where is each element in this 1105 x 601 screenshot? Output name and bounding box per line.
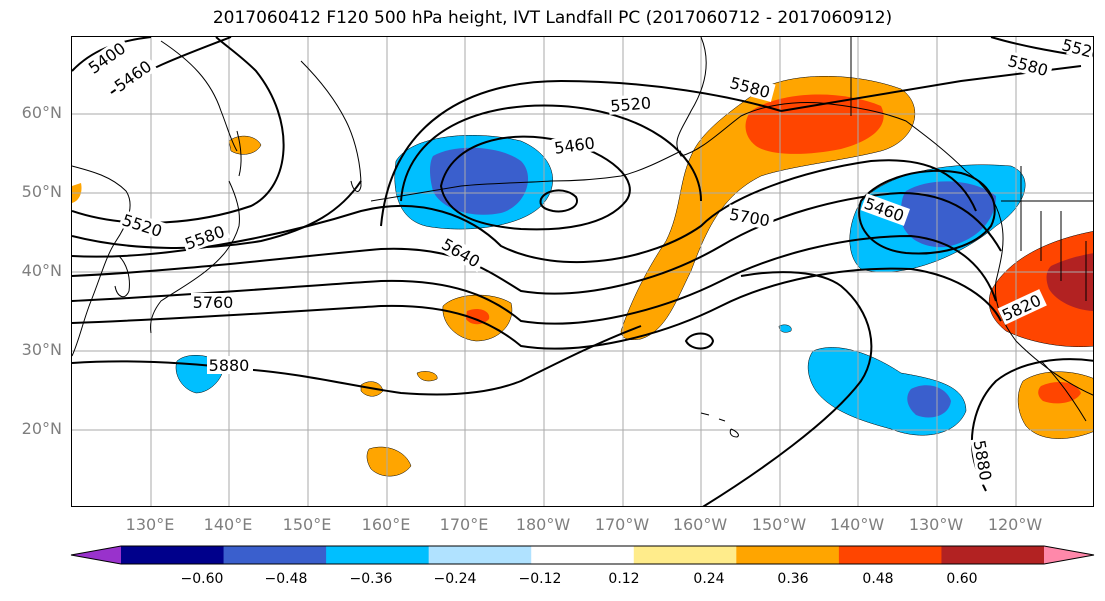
positive-ivt-region — [228, 135, 262, 155]
kamchatka-coast — [300, 60, 362, 192]
map-panel: 5400 5460 5520 5580 5520 5460 5640 5580 … — [71, 36, 1094, 507]
contour-5520-center — [400, 104, 702, 202]
colorbar-tick-label: 0.60 — [946, 571, 978, 587]
lat-label: 50°N — [21, 182, 62, 201]
map-title: 2017060412 F120 500 hPa height, IVT Land… — [212, 8, 893, 28]
contour-5820 — [72, 267, 1002, 350]
colorbar-tick-label: −0.60 — [180, 571, 224, 587]
contour-label: 5520 — [1060, 37, 1094, 64]
colorbar-tick-label: 0.48 — [862, 571, 894, 587]
lon-label: 130°E — [125, 515, 175, 534]
positive-ivt-region — [366, 446, 412, 477]
asia-coastline — [72, 165, 131, 357]
lat-label: 60°N — [21, 103, 62, 122]
colorbar-extend-max — [1044, 546, 1094, 564]
lon-label: 160°E — [361, 515, 411, 534]
contour-label: 5760 — [193, 293, 234, 312]
lon-label: 170°W — [594, 515, 650, 534]
negative-ivt-core — [430, 147, 529, 215]
positive-ivt-region — [416, 371, 438, 382]
colorbar-tick-label: −0.12 — [518, 571, 562, 587]
lon-label: 140°W — [829, 515, 885, 534]
height-contours — [72, 37, 1093, 506]
colorbar-tick-label: −0.24 — [433, 571, 477, 587]
colorbar-tick-label: −0.48 — [264, 571, 308, 587]
colorbar-segment — [428, 546, 532, 564]
lon-label: 140°E — [203, 515, 253, 534]
lon-label: 150°E — [282, 515, 332, 534]
lat-label: 40°N — [21, 261, 62, 280]
baja-california — [1040, 360, 1087, 422]
contour-label: 5520 — [610, 93, 652, 115]
colorbar-segment — [223, 546, 327, 564]
contour-5880-closed — [684, 332, 715, 350]
lon-label: 150°W — [751, 515, 807, 534]
contour-label: 5700 — [728, 205, 771, 231]
colorbar-segment — [736, 546, 840, 564]
sakhalin-island — [236, 130, 242, 177]
contour-label: 5880 — [970, 439, 996, 482]
contour-5760 — [72, 234, 997, 325]
positive-ivt-core — [466, 308, 490, 325]
colorbar-segment — [633, 546, 737, 564]
negative-ivt-region — [778, 324, 792, 333]
colorbar-tick-label: 0.12 — [608, 571, 640, 587]
contour-label: 5520 — [120, 210, 165, 241]
colorbar-segment — [121, 546, 225, 564]
contour-5460-east — [858, 169, 996, 255]
colorbar-segment — [941, 546, 1045, 564]
contour-5580-west — [72, 180, 362, 249]
colorbar-tick-label: 0.24 — [693, 571, 725, 587]
contour-5580-center — [380, 79, 782, 227]
hawaii-islands — [700, 412, 739, 438]
colorbar-segment — [326, 546, 430, 564]
colorbar-outline — [70, 545, 1095, 565]
contour-label: 5640 — [438, 235, 483, 272]
negative-ivt-core — [907, 385, 951, 418]
colorbar-segment — [838, 546, 942, 564]
contour-5460-center — [439, 135, 631, 231]
graticule — [72, 37, 1093, 506]
contour-5700 — [72, 191, 1002, 295]
okhotsk-coast — [160, 40, 238, 152]
contour-label: 5580 — [182, 222, 227, 254]
japan-islands — [150, 180, 240, 334]
lat-label: 30°N — [21, 340, 62, 359]
us-canada-border — [850, 37, 1093, 202]
positive-ivt-region — [1017, 371, 1093, 439]
contour-5460-closed — [539, 189, 578, 213]
coastlines — [72, 37, 1093, 438]
lon-label: 120°W — [987, 515, 1043, 534]
contour-label: 5580 — [1006, 51, 1050, 80]
lon-label: 160°W — [672, 515, 728, 534]
aleutian-islands — [370, 150, 682, 202]
korea-peninsula — [114, 255, 130, 298]
alaska-coast — [676, 37, 1093, 396]
colorbar-segment — [531, 546, 635, 564]
colorbar-extend-min — [71, 546, 121, 564]
colorbar — [70, 545, 1095, 565]
negative-ivt-core — [900, 181, 996, 248]
lon-label: 180°W — [515, 515, 571, 534]
contour-5880-west — [72, 325, 642, 396]
lon-label: 170°E — [439, 515, 489, 534]
contour-label: 5460 — [553, 133, 596, 157]
state-borders — [1020, 166, 1087, 301]
contour-5640 — [72, 159, 977, 263]
lat-label: 20°N — [21, 419, 62, 438]
contour-label: 5880 — [209, 356, 250, 375]
lon-label: 130°W — [908, 515, 964, 534]
colorbar-tick-label: −0.36 — [349, 571, 393, 587]
colorbar-tick-label: 0.36 — [777, 571, 809, 587]
positive-ivt-core — [1046, 253, 1093, 311]
positive-ivt-core — [1038, 381, 1081, 404]
